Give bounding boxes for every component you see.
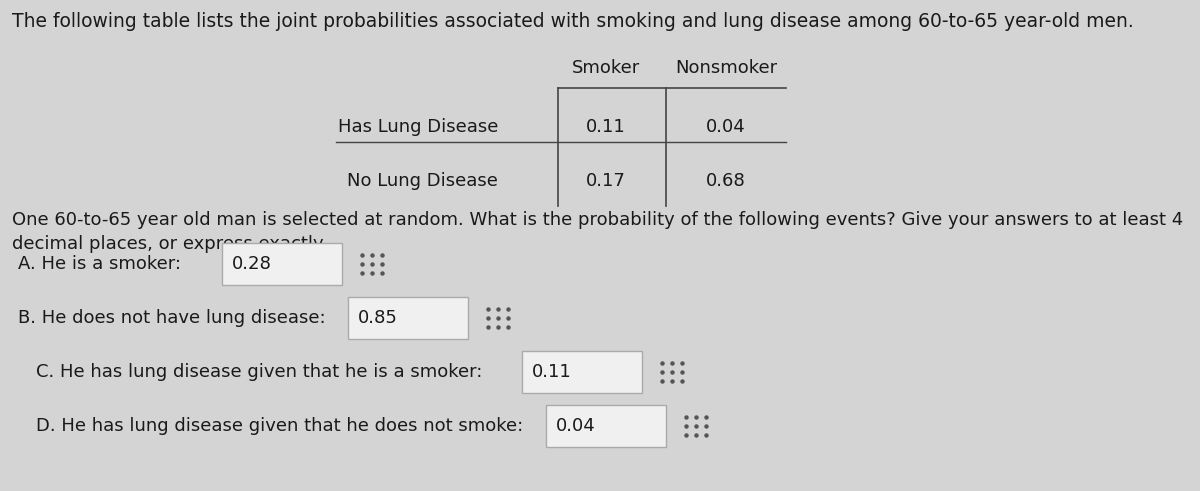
Text: 0.11: 0.11 [532, 363, 571, 381]
Text: 0.68: 0.68 [706, 172, 746, 190]
FancyBboxPatch shape [522, 351, 642, 393]
Text: One 60-to-65 year old man is selected at random. What is the probability of the : One 60-to-65 year old man is selected at… [12, 211, 1183, 253]
Text: 0.04: 0.04 [706, 118, 746, 136]
FancyBboxPatch shape [348, 297, 468, 339]
Text: 0.04: 0.04 [556, 417, 595, 435]
Text: Has Lung Disease: Has Lung Disease [337, 118, 498, 136]
Text: 0.17: 0.17 [586, 172, 626, 190]
FancyBboxPatch shape [546, 405, 666, 447]
Text: 0.11: 0.11 [586, 118, 626, 136]
Text: 0.85: 0.85 [358, 309, 397, 327]
Text: A. He is a smoker:: A. He is a smoker: [18, 255, 192, 273]
Text: The following table lists the joint probabilities associated with smoking and lu: The following table lists the joint prob… [12, 12, 1134, 31]
Text: B. He does not have lung disease:: B. He does not have lung disease: [18, 309, 337, 327]
Text: 0.28: 0.28 [232, 255, 271, 273]
Text: C. He has lung disease given that he is a smoker:: C. He has lung disease given that he is … [36, 363, 494, 381]
Text: Nonsmoker: Nonsmoker [674, 59, 778, 77]
Text: Smoker: Smoker [572, 59, 640, 77]
Text: No Lung Disease: No Lung Disease [347, 172, 498, 190]
Text: D. He has lung disease given that he does not smoke:: D. He has lung disease given that he doe… [36, 417, 535, 435]
FancyBboxPatch shape [222, 243, 342, 285]
